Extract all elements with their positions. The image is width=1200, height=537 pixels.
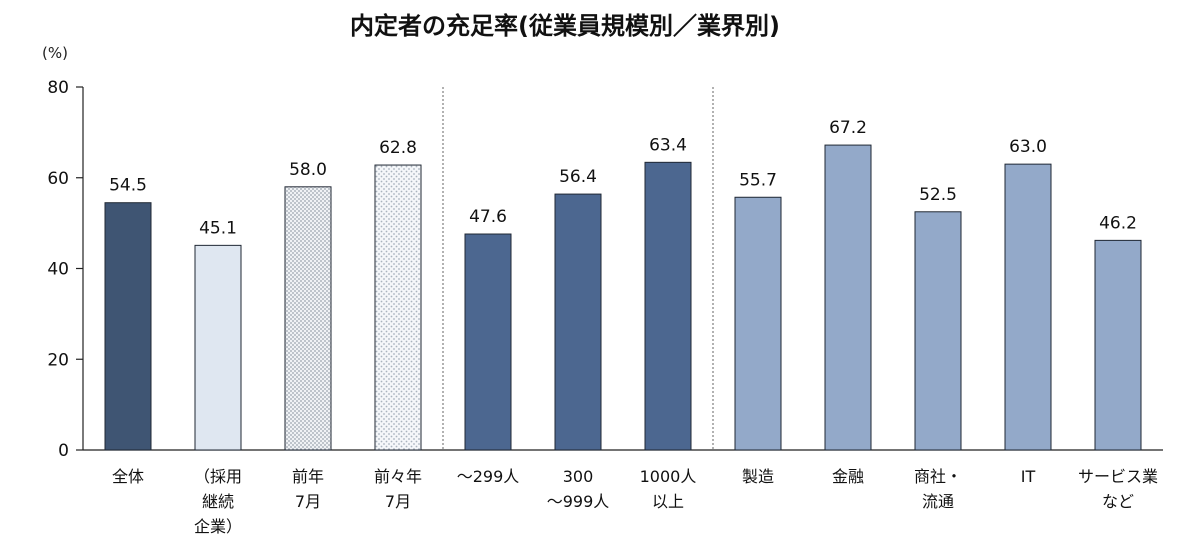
- category-label: 流通: [922, 492, 954, 511]
- category-label: 7月: [295, 492, 321, 511]
- bar: [824, 144, 872, 451]
- category-label: 以上: [652, 492, 684, 511]
- category-label: 300: [563, 467, 594, 486]
- bar: [734, 196, 782, 451]
- y-tick-label: 60: [47, 169, 69, 189]
- bars: [104, 144, 1142, 451]
- category-label: 企業）: [194, 517, 242, 536]
- bar-value-label: 55.7: [739, 170, 777, 190]
- bar: [194, 244, 242, 451]
- category-label: ～299人: [457, 467, 520, 486]
- bar-value-label: 62.8: [379, 138, 417, 158]
- bar: [104, 202, 152, 451]
- bar: [914, 211, 962, 451]
- category-label: 商社・: [914, 467, 962, 486]
- bar-value-label: 63.4: [649, 135, 687, 155]
- bar: [464, 233, 512, 451]
- bar: [554, 193, 602, 451]
- category-label: （採用: [194, 467, 242, 486]
- category-label: 前年: [292, 467, 324, 486]
- axes: 0 20 40 60 80: [47, 78, 1163, 461]
- y-tick-label: 20: [47, 350, 69, 370]
- category-label: 前々年: [374, 467, 422, 486]
- y-tick-label: 0: [58, 441, 69, 461]
- category-label: 継続: [202, 492, 234, 511]
- bar-value-label: 45.1: [199, 218, 237, 238]
- chart-title: 内定者の充足率(従業員規模別／業界別): [350, 12, 780, 40]
- bar-value-label: 56.4: [559, 167, 597, 187]
- category-label: サービス業: [1078, 467, 1158, 486]
- category-label: 製造: [742, 467, 774, 486]
- value-labels: 54.5 45.1 58.0 62.8 47.6 56.4 63.4 55.7 67.2 52.5…: [109, 118, 1137, 238]
- y-tick-label: 40: [47, 260, 69, 280]
- category-label: 金融: [832, 467, 864, 486]
- category-label: 全体: [112, 467, 144, 486]
- category-label: など: [1102, 492, 1134, 511]
- bar: [644, 161, 692, 451]
- bar-value-label: 46.2: [1099, 213, 1137, 233]
- group-separators: [442, 87, 714, 450]
- bar: [1094, 239, 1142, 451]
- category-label: IT: [1021, 467, 1036, 486]
- bar-value-label: 52.5: [919, 185, 957, 205]
- bar: [374, 164, 422, 451]
- y-tick-label: 80: [47, 78, 69, 98]
- category-label: 1000人: [640, 467, 697, 486]
- bar: [1004, 163, 1052, 451]
- bar-value-label: 47.6: [469, 207, 507, 227]
- category-label: ～999人: [547, 492, 610, 511]
- bar-value-label: 58.0: [289, 160, 327, 180]
- bar-value-label: 67.2: [829, 118, 867, 138]
- bar-value-label: 63.0: [1009, 137, 1047, 157]
- bar: [284, 186, 332, 451]
- category-label: 7月: [385, 492, 411, 511]
- y-axis-unit-label: (%): [42, 44, 68, 62]
- bar-value-label: 54.5: [109, 176, 147, 196]
